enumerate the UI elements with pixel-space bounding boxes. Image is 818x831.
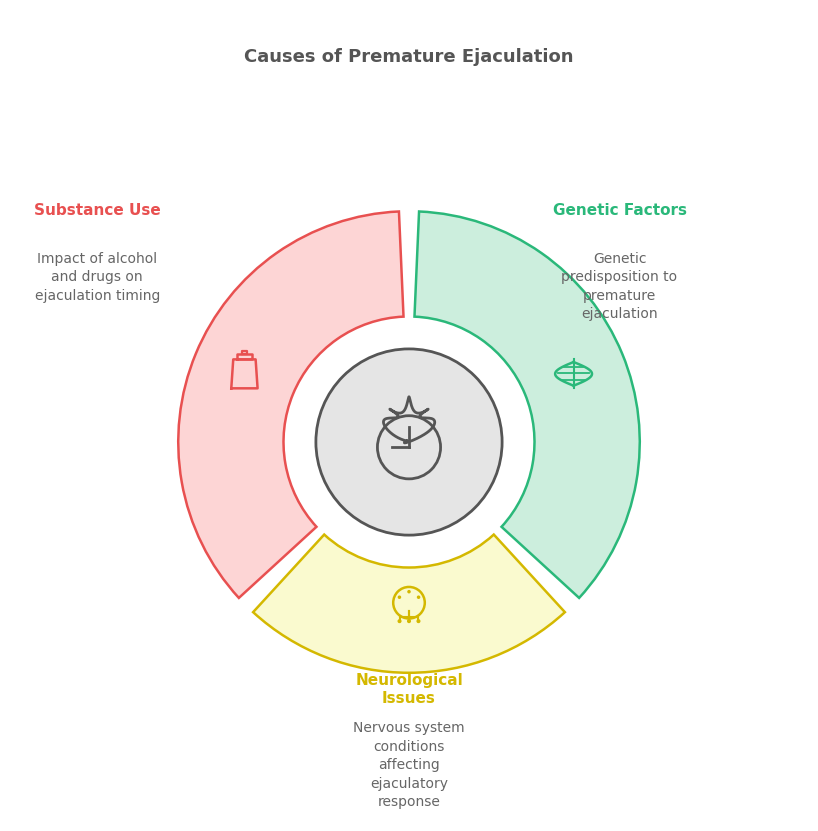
Circle shape xyxy=(398,596,401,598)
Circle shape xyxy=(407,620,411,622)
Circle shape xyxy=(398,620,401,622)
Circle shape xyxy=(417,596,420,598)
Text: Neurological
Issues: Neurological Issues xyxy=(355,673,463,706)
Wedge shape xyxy=(415,211,640,598)
Wedge shape xyxy=(253,534,565,673)
Text: Genetic
predisposition to
premature
ejaculation: Genetic predisposition to premature ejac… xyxy=(561,252,677,321)
Wedge shape xyxy=(178,211,403,598)
Circle shape xyxy=(316,349,502,535)
Circle shape xyxy=(417,620,420,622)
Text: Impact of alcohol
and drugs on
ejaculation timing: Impact of alcohol and drugs on ejaculati… xyxy=(34,252,160,302)
Text: Causes of Premature Ejaculation: Causes of Premature Ejaculation xyxy=(245,48,573,66)
Text: Nervous system
conditions
affecting
ejaculatory
response: Nervous system conditions affecting ejac… xyxy=(353,721,465,809)
Text: Genetic Factors: Genetic Factors xyxy=(552,203,686,219)
Circle shape xyxy=(408,591,410,593)
Text: Substance Use: Substance Use xyxy=(34,203,160,219)
